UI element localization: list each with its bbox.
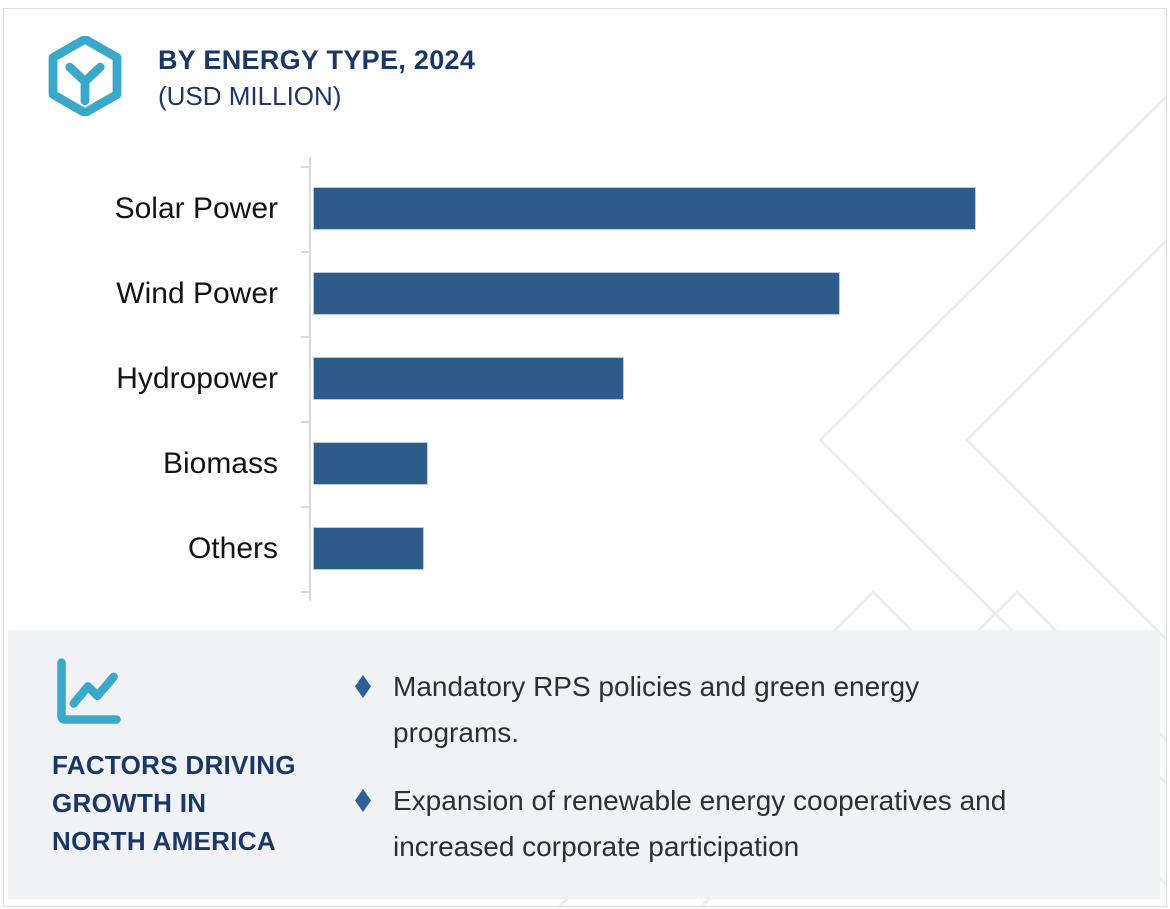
axis-tick — [301, 166, 310, 168]
axis-tick — [301, 336, 310, 338]
infographic-card: BY ENERGY TYPE, 2024 (USD MILLION) Solar… — [3, 8, 1167, 907]
bar — [313, 272, 840, 315]
chart-row: Biomass — [48, 421, 1128, 506]
category-label: Biomass — [162, 446, 278, 480]
axis-tick — [301, 421, 310, 423]
bullet-text: Mandatory RPS policies and green energy … — [393, 671, 920, 748]
bullet-list: Mandatory RPS policies and green energy … — [355, 664, 1006, 892]
axis-tick — [301, 251, 310, 253]
category-label: Others — [187, 531, 278, 565]
bullet-item: Expansion of renewable energy cooperativ… — [355, 778, 1006, 870]
axis-tick — [301, 591, 310, 593]
page-subtitle: (USD MILLION) — [158, 81, 342, 111]
chart-row: Hydropower — [48, 336, 1128, 421]
bar — [313, 442, 428, 485]
chart-row: Others — [48, 506, 1128, 591]
y-axis-line — [309, 157, 311, 601]
chart-title-block: BY ENERGY TYPE, 2024 (USD MILLION) — [158, 42, 475, 114]
chart-row: Wind Power — [48, 251, 1128, 336]
diamond-bullet-icon — [355, 675, 371, 698]
factors-heading: FACTORS DRIVING GROWTH IN NORTH AMERICA — [52, 750, 296, 856]
bullet-item: Mandatory RPS policies and green energy … — [355, 664, 1006, 756]
line-chart-icon — [57, 658, 121, 724]
factors-panel: FACTORS DRIVING GROWTH IN NORTH AMERICA … — [8, 630, 1160, 899]
hexagon-cube-icon — [48, 36, 122, 116]
bar-chart: Solar Power Wind Power Hydropower Biomass Ot… — [48, 166, 1128, 591]
bullet-text: Expansion of renewable energy cooperativ… — [393, 785, 1007, 862]
chart-row: Solar Power — [48, 166, 1128, 251]
axis-tick — [301, 506, 310, 508]
diamond-bullet-icon — [355, 789, 371, 812]
bar — [313, 357, 624, 400]
bar — [313, 527, 424, 570]
bar — [313, 187, 976, 230]
page-title: BY ENERGY TYPE, 2024 — [158, 45, 476, 75]
category-label: Wind Power — [116, 276, 278, 310]
category-label: Solar Power — [114, 191, 278, 225]
category-label: Hydropower — [116, 361, 278, 395]
